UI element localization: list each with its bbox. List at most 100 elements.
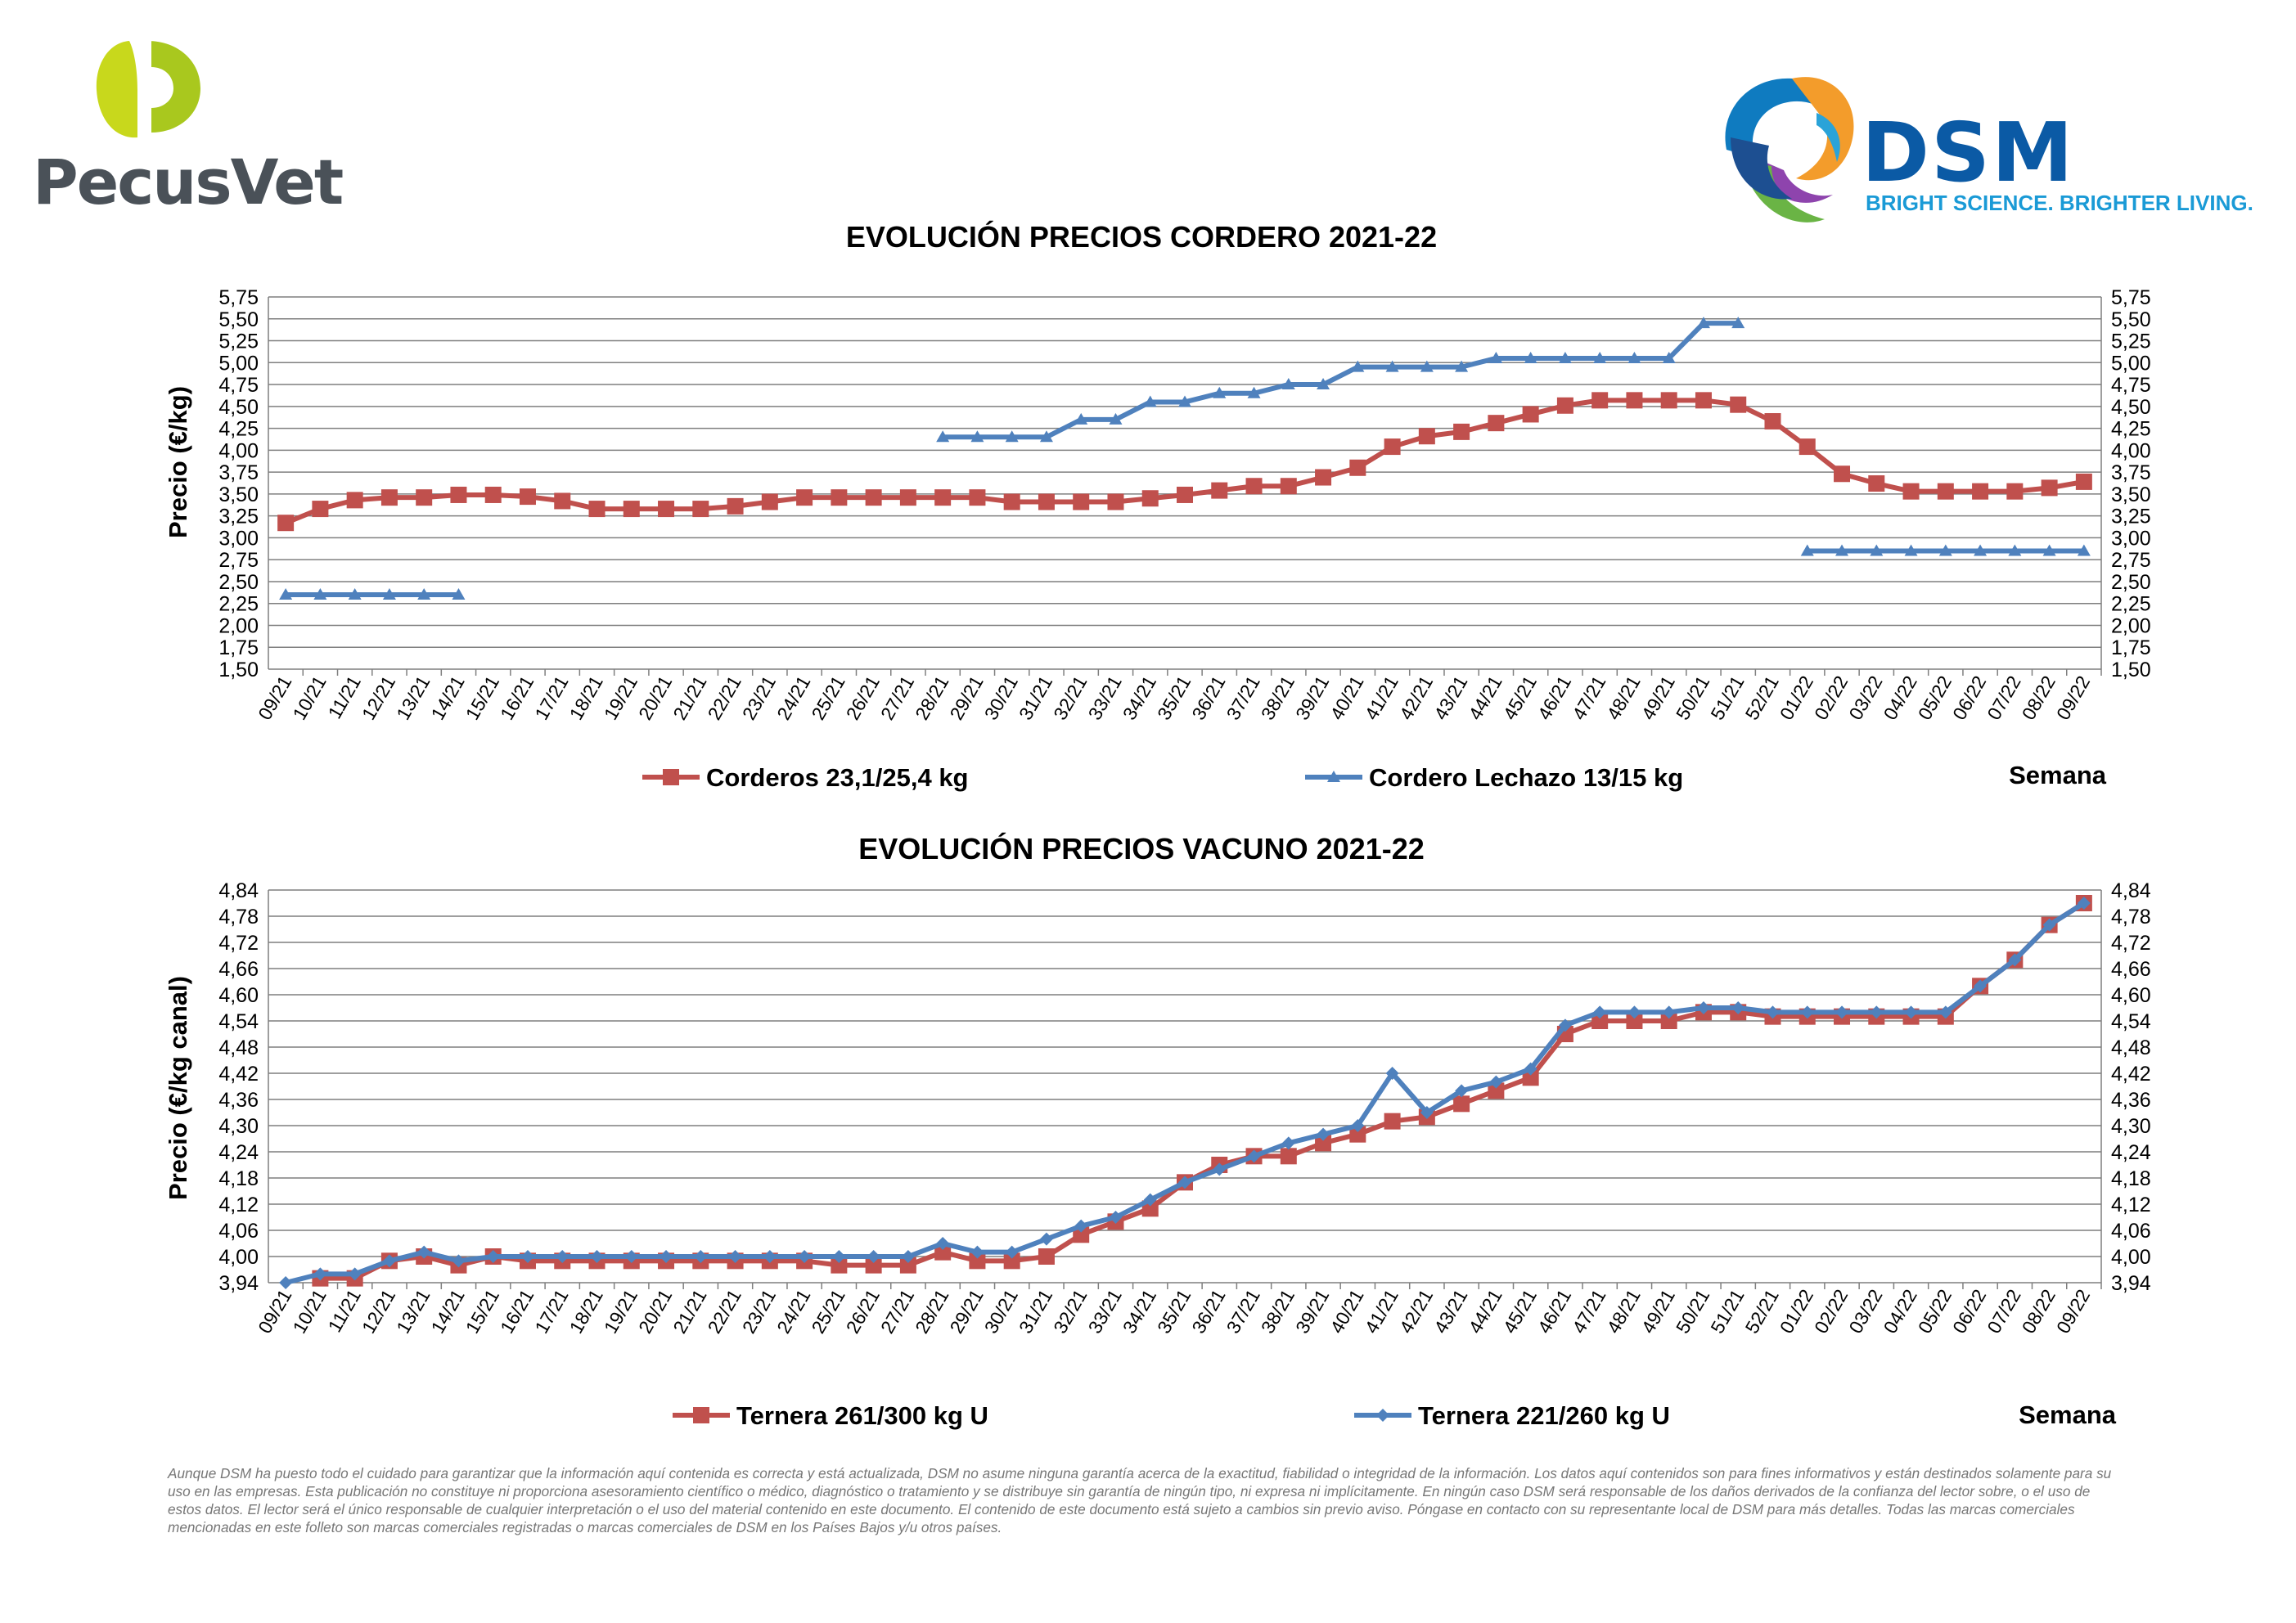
x-tick-label: 20/21	[634, 672, 676, 724]
data-point	[279, 588, 293, 600]
y-tick-label-left: 4,06	[218, 1220, 259, 1243]
x-tick-label: 32/21	[1049, 1286, 1091, 1338]
data-point	[1626, 1013, 1643, 1029]
x-tick-label: 22/21	[704, 672, 745, 724]
x-tick-label: 37/21	[1222, 1286, 1264, 1338]
data-point	[1696, 317, 1710, 329]
x-tick-label: 47/21	[1568, 672, 1609, 724]
x-tick-label: 23/21	[738, 1286, 780, 1338]
data-point	[277, 515, 295, 532]
y-tick-label-right: 3,94	[2111, 1272, 2151, 1295]
x-tick-label: 46/21	[1533, 1286, 1575, 1338]
y-tick-label-right: 3,00	[2111, 527, 2151, 550]
data-point	[1522, 1069, 1539, 1086]
data-point	[1281, 378, 1295, 390]
y-tick-label-right: 3,25	[2111, 506, 2151, 528]
data-point	[1418, 428, 1435, 445]
data-point	[1488, 1082, 1505, 1099]
x-tick-label: 25/21	[807, 672, 849, 724]
chart-legend: Ternera 261/300 kg U Ternera 221/260 kg U	[673, 1401, 1670, 1430]
data-point	[484, 486, 502, 503]
x-tick-label: 13/21	[392, 1286, 434, 1338]
x-tick-label: 39/21	[1291, 672, 1333, 724]
data-point	[382, 588, 396, 600]
data-point	[1005, 430, 1019, 443]
y-tick-label-right: 4,50	[2111, 396, 2151, 419]
data-point	[1660, 1013, 1677, 1029]
chart-legend: Corderos 23,1/25,4 kg Cordero Lechazo 13/…	[642, 763, 1683, 792]
x-tick-label: 08/22	[2018, 1286, 2060, 1338]
data-point	[1315, 1135, 1332, 1152]
data-point	[313, 588, 327, 600]
y-tick-label-right: 1,50	[2111, 659, 2151, 681]
x-tick-label: 14/21	[426, 672, 468, 724]
x-tick-label: 11/21	[324, 672, 365, 722]
data-point	[1039, 430, 1053, 443]
data-point	[1904, 1005, 1918, 1019]
y-tick-label-right: 4,66	[2111, 958, 2151, 981]
y-tick-label-right: 4,30	[2111, 1115, 2151, 1138]
data-point	[1902, 483, 1920, 500]
x-tick-label: 18/21	[565, 672, 607, 724]
x-tick-label: 28/21	[911, 672, 952, 724]
data-point	[1662, 1005, 1676, 1019]
data-point	[486, 1250, 500, 1263]
data-point	[1799, 438, 1816, 456]
x-tick-label: 38/21	[1257, 672, 1299, 724]
y-tick-label-right: 4,25	[2111, 418, 2151, 441]
x-tick-label: 42/21	[1395, 672, 1437, 724]
data-point	[380, 489, 398, 506]
data-point	[1937, 483, 1954, 500]
vacuno-price-chart: EVOLUCIÓN PRECIOS VACUNO 2021-22 Precio …	[164, 831, 2151, 1430]
data-point	[1003, 493, 1020, 510]
y-tick-label-left: 4,50	[218, 396, 259, 419]
x-tick-label: 40/21	[1326, 672, 1367, 724]
x-tick-label: 14/21	[426, 1286, 468, 1338]
data-point	[417, 1245, 431, 1259]
x-tick-label: 45/21	[1499, 1286, 1541, 1338]
x-tick-label: 03/22	[1844, 672, 1886, 724]
x-tick-label: 26/21	[842, 1286, 884, 1338]
x-tick-label: 09/22	[2052, 672, 2094, 724]
data-point	[1766, 1005, 1780, 1019]
data-point	[1247, 1149, 1261, 1163]
data-point	[1627, 1005, 1641, 1019]
data-point	[450, 486, 467, 503]
y-tick-label-left: 4,54	[218, 1010, 259, 1033]
data-point	[1247, 386, 1261, 398]
x-tick-label: 42/21	[1395, 1286, 1437, 1338]
x-tick-label: 21/21	[669, 1286, 710, 1338]
data-point	[1938, 1005, 1952, 1019]
x-tick-label: 15/21	[461, 672, 503, 724]
data-point	[1730, 396, 1747, 413]
data-point	[1178, 395, 1191, 407]
series-line	[320, 901, 2086, 1281]
data-point	[1591, 1013, 1609, 1029]
y-tick-label-left: 4,30	[218, 1115, 259, 1138]
data-point	[312, 501, 329, 518]
data-point	[1315, 469, 1332, 486]
data-point	[452, 1254, 466, 1268]
x-tick-label: 11/21	[324, 1286, 365, 1336]
data-point	[1280, 1148, 1297, 1165]
y-tick-label-left: 2,00	[218, 614, 259, 637]
data-point	[348, 1267, 362, 1281]
x-tick-label: 10/21	[288, 672, 330, 724]
data-point	[1351, 1119, 1365, 1132]
data-point	[554, 492, 571, 510]
data-point	[761, 493, 778, 510]
data-point	[901, 1250, 915, 1263]
y-tick-label-left: 4,75	[218, 374, 259, 397]
data-point	[1800, 1005, 1814, 1019]
x-tick-label: 27/21	[876, 672, 918, 724]
data-point	[1109, 412, 1123, 425]
y-tick-label-right: 4,72	[2111, 932, 2151, 955]
cordero-price-chart: EVOLUCIÓN PRECIOS CORDERO 2021-22 Precio…	[164, 219, 2151, 792]
x-tick-label: 24/21	[772, 1286, 814, 1338]
data-point	[1489, 351, 1503, 363]
data-point	[831, 1257, 848, 1274]
x-tick-label: 13/21	[392, 672, 434, 724]
data-point	[1938, 544, 1952, 556]
y-tick-label-left: 5,00	[218, 352, 259, 375]
series-ternera-261-300-kg-u	[312, 895, 2092, 1287]
